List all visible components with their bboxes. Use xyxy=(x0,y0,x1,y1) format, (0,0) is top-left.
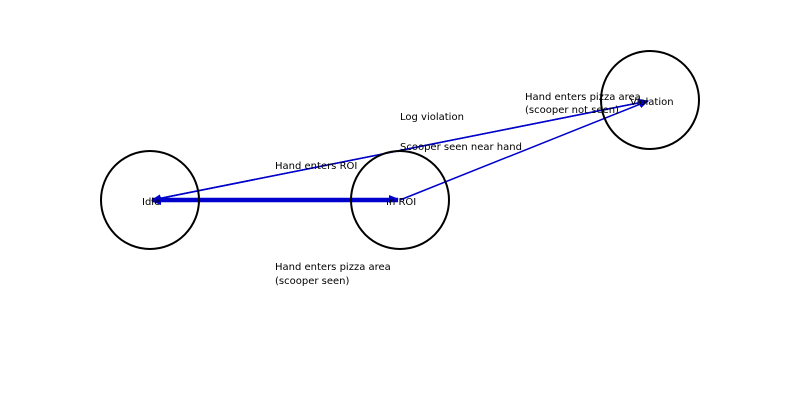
label-hand-enters-roi: Hand enters ROI xyxy=(275,161,357,172)
label-log-violation: Log violation xyxy=(400,112,464,123)
state-violation-circle xyxy=(600,50,700,150)
label-scooper-seen-near-hand: Scooper seen near hand xyxy=(400,142,522,153)
label-hand-enters-pizza-seen-line1: Hand enters pizza area xyxy=(275,262,391,273)
label-hand-enters-pizza-seen-line2: (scooper seen) xyxy=(275,276,349,287)
label-hand-enters-pizza-not-seen-line1: Hand enters pizza area xyxy=(525,92,641,103)
state-idle-label: Idle xyxy=(142,197,160,208)
state-idle-circle xyxy=(100,150,200,250)
state-in-roi: In ROI xyxy=(350,150,450,250)
state-in-roi-label: In ROI xyxy=(386,197,416,208)
state-violation: Violation xyxy=(600,50,700,150)
edge-in-roi-to-violation xyxy=(399,100,649,201)
state-in-roi-circle xyxy=(350,150,450,250)
state-idle: Idle xyxy=(100,150,200,250)
label-hand-enters-pizza-not-seen-line2: (scooper not seen) xyxy=(525,105,619,116)
state-violation-label: Violation xyxy=(630,97,674,108)
